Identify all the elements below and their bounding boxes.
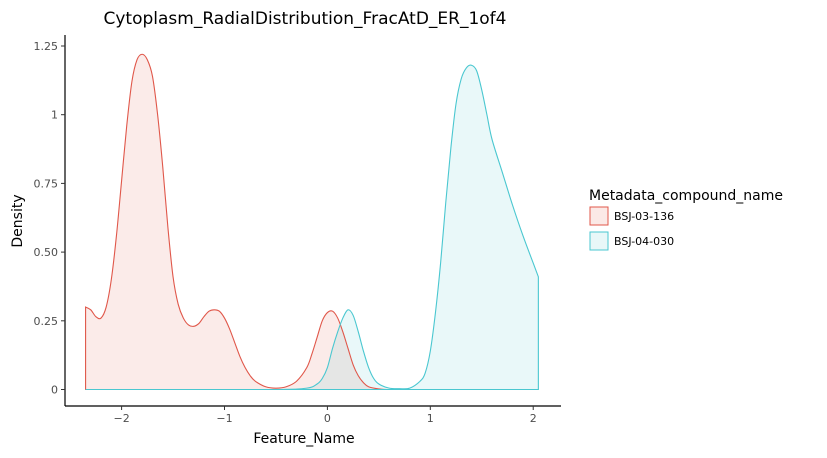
density-fills [85, 54, 539, 390]
y-ticks: 0 0.25 0.50 0.75 1 1.25 [34, 40, 65, 397]
legend-key-bsj-04-030 [589, 231, 609, 251]
y-tick-label: 1 [51, 109, 58, 122]
legend-label-bsj-04-030: BSJ-04-030 [614, 235, 674, 248]
density-line-bsj-04-030 [85, 64, 539, 391]
legend-key-bsj-03-136 [589, 206, 609, 226]
y-tick-label: 0.75 [34, 177, 59, 190]
x-tick-label: 1 [427, 412, 434, 425]
density-line-bsj-03-136 [85, 53, 539, 391]
legend-label-bsj-03-136: BSJ-03-136 [614, 210, 674, 223]
x-axis-title: Feature_Name [253, 431, 354, 447]
x-tick-label: 0 [324, 412, 331, 425]
x-tick-label: −1 [216, 412, 232, 425]
x-tick-label: 2 [530, 412, 537, 425]
legend: Metadata_compound_name BSJ-03-136 BSJ-04-… [589, 188, 783, 251]
density-lines [85, 53, 539, 391]
y-tick-label: 1.25 [34, 40, 59, 53]
y-tick-label: 0.25 [34, 315, 59, 328]
y-tick-label: 0 [51, 384, 58, 397]
chart-title: Cytoplasm_RadialDistribution_FracAtD_ER_… [104, 9, 507, 29]
legend-title: Metadata_compound_name [589, 188, 783, 204]
x-tick-label: −2 [113, 412, 129, 425]
y-axis-title: Density [10, 194, 26, 247]
density-area-bsj-03-136 [85, 54, 539, 390]
plot-area: −2 −1 0 1 2 0 0.25 0.50 0.75 1 1.25 [34, 35, 561, 425]
x-ticks: −2 −1 0 1 2 [113, 406, 537, 425]
y-tick-label: 0.50 [34, 246, 59, 259]
legend-items: BSJ-03-136 BSJ-04-030 [589, 206, 674, 251]
density-area-bsj-04-030 [85, 65, 539, 390]
